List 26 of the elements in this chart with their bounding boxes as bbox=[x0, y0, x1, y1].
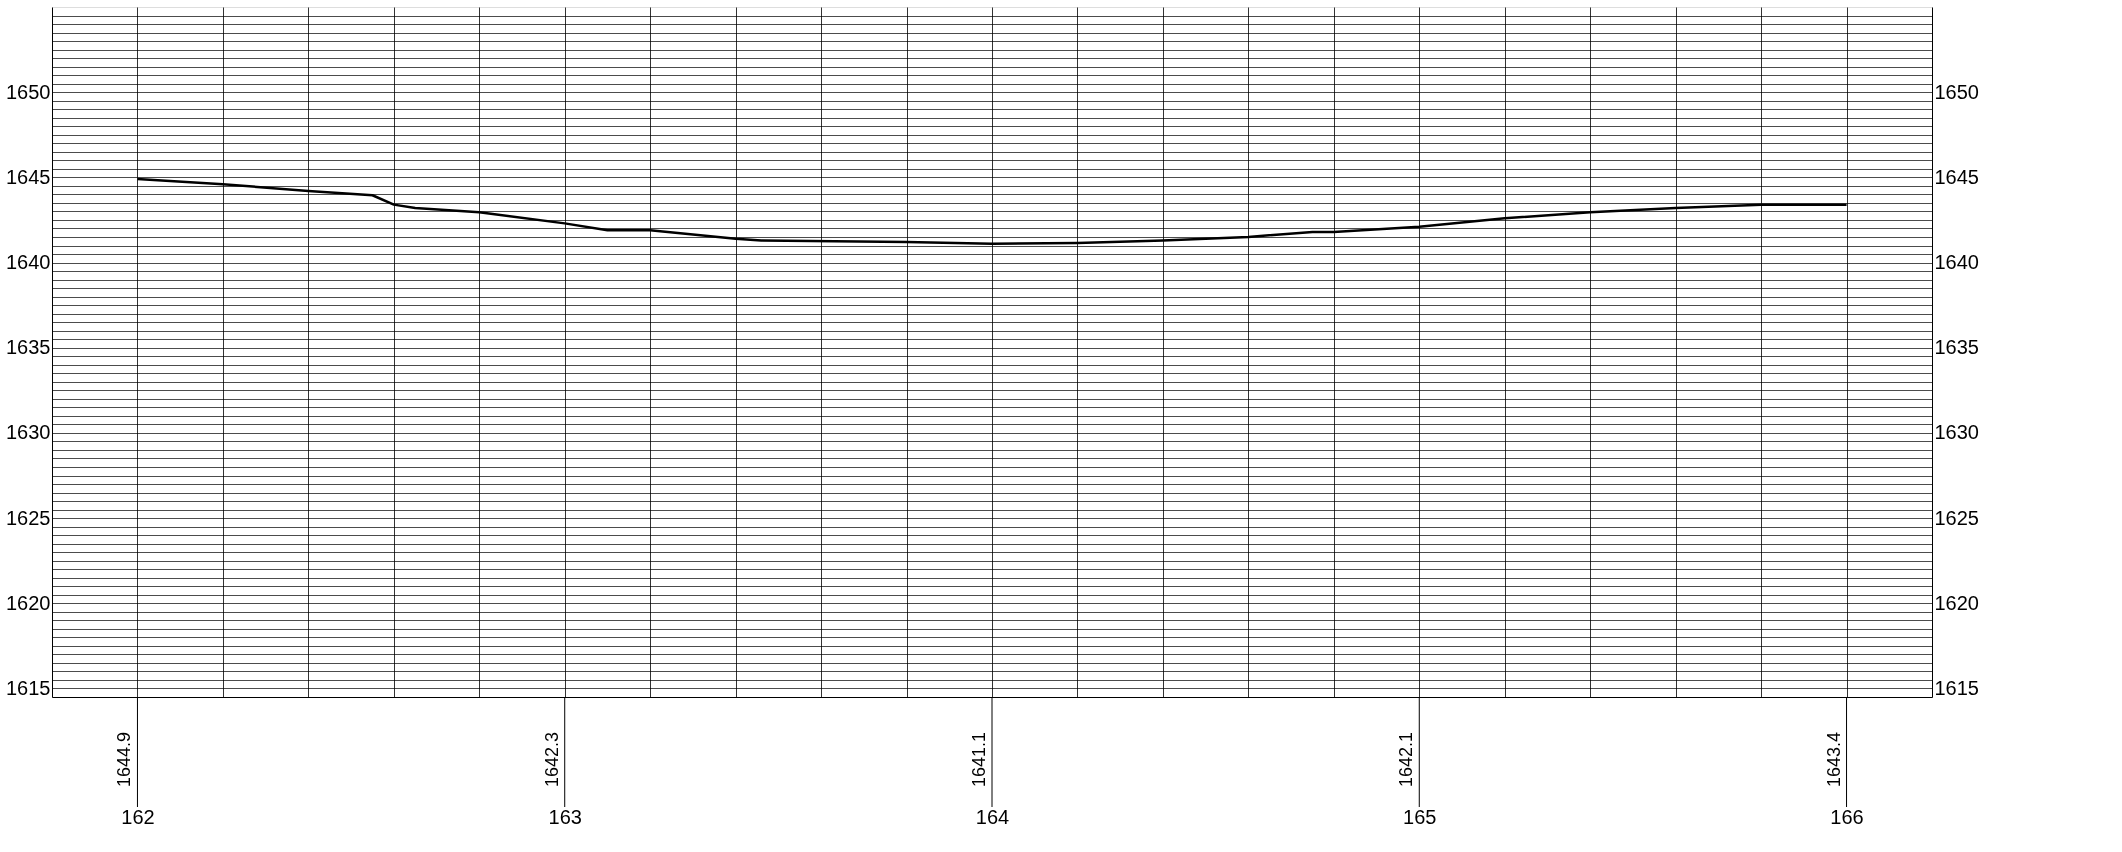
x-tick-label: 163 bbox=[548, 805, 582, 828]
text: 1642.1 bbox=[1396, 731, 1417, 787]
x-tick-label: 165 bbox=[1403, 805, 1437, 828]
y-tick-label: 1650 bbox=[6, 80, 51, 103]
y2-tick-label: 1625 bbox=[1934, 506, 1979, 529]
y-tick-label: 1620 bbox=[6, 591, 51, 614]
x-tick-label: 164 bbox=[975, 805, 1010, 828]
y-tick-label: 1625 bbox=[6, 506, 51, 529]
y2-tick-label: 1635 bbox=[1934, 336, 1979, 359]
text: 1644.9 bbox=[114, 731, 135, 787]
text: 1643.4 bbox=[1823, 731, 1844, 787]
y-tick-label: 1640 bbox=[6, 251, 51, 274]
y2-tick-label: 1615 bbox=[1934, 676, 1979, 699]
y-tick-label: 1615 bbox=[6, 676, 51, 699]
text: 1641.1 bbox=[969, 731, 989, 787]
y2-tick-label: 1630 bbox=[1934, 421, 1979, 444]
y2-tick-label: 1640 bbox=[1934, 251, 1979, 274]
y-tick-label: 1635 bbox=[6, 336, 51, 359]
y2-tick-label: 1650 bbox=[1934, 80, 1979, 103]
y-tick-label: 1630 bbox=[6, 421, 51, 444]
y2-tick-label: 1620 bbox=[1934, 591, 1979, 614]
text: 1642.3 bbox=[541, 731, 562, 787]
y2-tick-label: 1645 bbox=[1934, 165, 1979, 188]
y-tick-label: 1645 bbox=[6, 165, 51, 188]
x-tick-label: 166 bbox=[1830, 805, 1864, 828]
x-tick-label: 162 bbox=[121, 805, 155, 828]
